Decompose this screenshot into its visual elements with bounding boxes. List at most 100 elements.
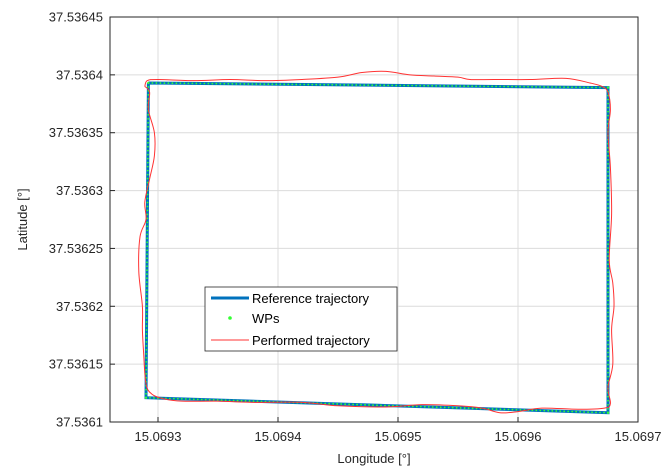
legend: Reference trajectory WPs Performed traje… (204, 286, 398, 352)
wp-point (243, 83, 246, 85)
wp-point (607, 375, 609, 378)
wp-point (567, 410, 570, 413)
wp-point (364, 403, 366, 406)
wp-point (220, 399, 223, 402)
wp-point (507, 408, 510, 411)
wp-point (151, 82, 154, 84)
wp-point (607, 175, 609, 177)
wp-point (607, 315, 609, 318)
wp-point (145, 356, 148, 359)
wp-point (199, 82, 202, 85)
wp-point (204, 398, 207, 401)
wp-corner-point (147, 81, 150, 85)
wp-point (180, 397, 183, 400)
wp-point (539, 86, 541, 88)
wp-point (195, 82, 198, 85)
wp-point (348, 403, 351, 406)
wp-point (607, 271, 609, 274)
wp-point (146, 249, 149, 252)
wp-point (419, 405, 422, 408)
wp-point (145, 325, 148, 327)
wp-point (145, 313, 148, 315)
wp-point (607, 154, 609, 157)
wp-point (149, 396, 151, 399)
wp-point (146, 149, 149, 152)
wp-point (145, 297, 148, 299)
wp-point (146, 201, 149, 204)
wp-point (196, 398, 199, 401)
wp-point (607, 191, 609, 193)
wp-point (607, 299, 609, 302)
wp-point (467, 407, 470, 410)
wp-point (145, 388, 147, 391)
wp-point (147, 129, 149, 132)
wp-point (607, 158, 609, 161)
wp-point (607, 118, 609, 121)
wp-point (471, 407, 474, 410)
wp-point (147, 125, 149, 128)
wp-point (251, 83, 254, 85)
y-axis-ticks: 37.5361 37.53615 37.5362 37.53625 37.5363 37.… (49, 10, 115, 430)
wp-point (231, 82, 234, 85)
wp-point (146, 265, 148, 268)
wp-point (607, 215, 609, 217)
wp-point (419, 84, 422, 87)
wp-point (459, 85, 462, 87)
wp-point (146, 209, 149, 212)
wp-point (146, 237, 149, 240)
legend-label-wps: WPs (252, 311, 280, 326)
wp-point (155, 82, 158, 84)
wp-point (367, 84, 370, 87)
wp-point (147, 137, 149, 140)
wp-point (303, 83, 306, 86)
wp-point (531, 409, 534, 412)
wp-point (184, 398, 187, 400)
wp-point (607, 219, 609, 221)
wp-point (216, 399, 219, 401)
wp-point (607, 183, 609, 185)
wp-point (607, 150, 609, 153)
wp-point (607, 355, 609, 358)
wp-point (607, 251, 609, 254)
wp-point (575, 86, 577, 89)
wp-point (607, 343, 609, 346)
wp-point (371, 84, 374, 87)
wp-point (411, 84, 414, 87)
wp-point (563, 410, 566, 413)
wp-point (607, 303, 609, 306)
wp-point (451, 85, 454, 87)
wp-point (539, 409, 542, 412)
wp-point (223, 82, 226, 85)
wp-point (147, 113, 150, 116)
wp-point (607, 223, 609, 225)
wp-point (247, 83, 250, 85)
wp-point (208, 398, 211, 401)
legend-swatch-wps (228, 316, 232, 320)
wp-point (587, 411, 589, 413)
wp-point (463, 407, 466, 409)
performed-trajectory-line (138, 70, 615, 414)
wp-point (391, 84, 394, 87)
wp-point (591, 411, 593, 414)
wp-point (146, 241, 149, 244)
wp-point (239, 82, 242, 85)
wp-point (211, 82, 214, 85)
wp-point (356, 403, 358, 406)
wp-point (167, 82, 170, 85)
wp-point (307, 83, 310, 86)
wp-point (463, 85, 466, 88)
wp-point (511, 85, 513, 88)
wp-point (491, 85, 494, 88)
wp-point (146, 221, 149, 224)
wp-corner-point (144, 396, 148, 399)
wp-point (236, 399, 239, 402)
wp-point (423, 405, 426, 408)
wp-point (215, 82, 218, 85)
wp-point (145, 372, 148, 375)
wp-point (607, 307, 609, 310)
wp-point (335, 83, 338, 86)
wp-point (607, 319, 609, 322)
wp-point (146, 225, 149, 228)
wp-point (607, 399, 609, 402)
wp-point (147, 145, 149, 148)
